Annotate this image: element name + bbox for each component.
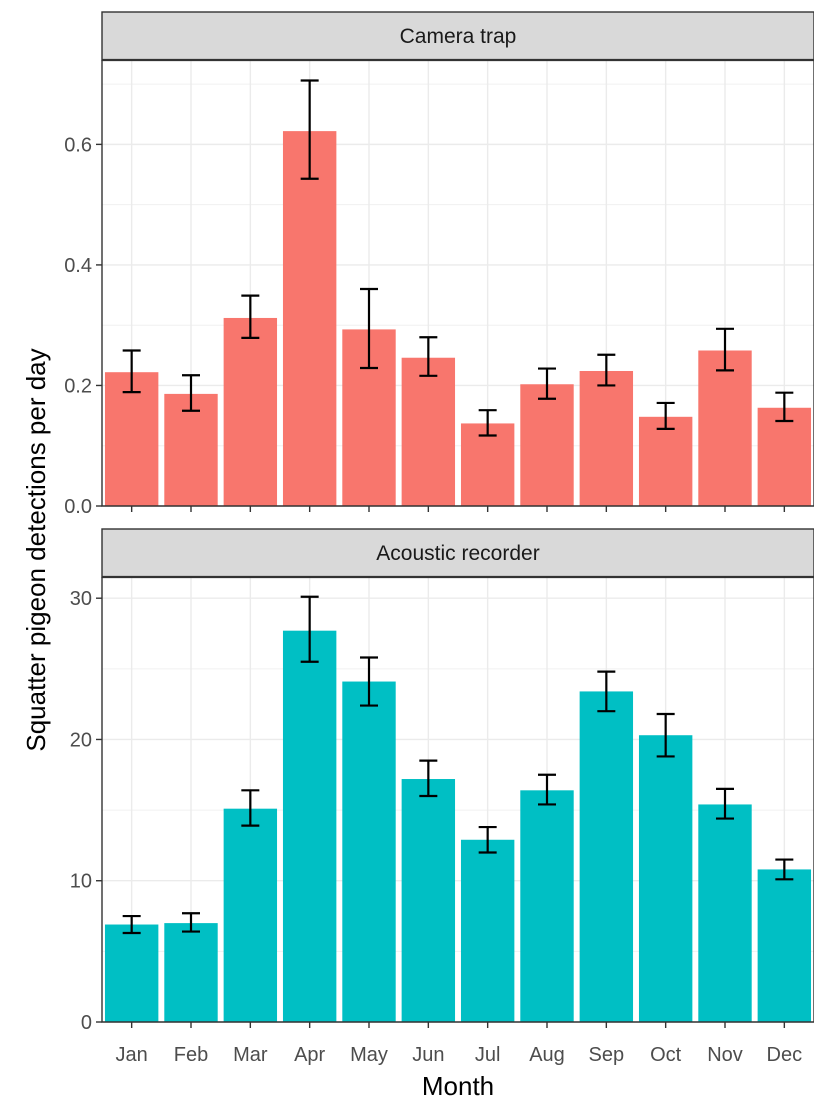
facet-strip <box>101 528 814 578</box>
error-bar <box>360 287 378 370</box>
error-bar <box>241 294 260 339</box>
bar <box>698 350 752 506</box>
bar <box>104 924 159 1022</box>
error-bar <box>122 349 141 394</box>
error-bar <box>122 914 141 935</box>
y-tick-label: 0 <box>81 1012 92 1034</box>
bar <box>460 423 515 506</box>
bar <box>223 317 278 506</box>
bar <box>579 370 634 506</box>
x-tick-label: Jun <box>412 1044 444 1066</box>
x-tick-label: Aug <box>529 1044 565 1066</box>
y-tick-label: 0.6 <box>64 134 92 156</box>
error-bar <box>478 409 497 437</box>
bar <box>104 372 159 506</box>
error-bar <box>775 391 794 423</box>
bar <box>164 923 218 1022</box>
y-tick-label: 0.0 <box>64 496 92 518</box>
x-tick-label: Sep <box>589 1044 625 1066</box>
x-tick-label: Jan <box>116 1044 148 1066</box>
error-bar <box>597 670 616 713</box>
panel-background <box>102 577 814 1022</box>
panel-border <box>101 60 814 507</box>
error-bar <box>360 656 378 707</box>
x-axis-title: Month <box>422 1071 494 1101</box>
error-bar <box>478 825 497 854</box>
bar <box>282 630 337 1022</box>
error-bar <box>300 595 319 663</box>
facet-strip-label: Camera trap <box>400 25 517 48</box>
error-bar <box>182 374 200 412</box>
panel-border <box>101 577 814 1023</box>
error-bar <box>716 787 734 820</box>
bar <box>223 808 278 1022</box>
bar <box>520 384 574 506</box>
y-tick-label: 0.4 <box>64 255 92 277</box>
bar <box>638 735 693 1022</box>
x-tick-label: May <box>350 1044 388 1066</box>
panel-background <box>102 60 814 506</box>
error-bar <box>716 327 734 372</box>
facet-strip <box>101 11 814 61</box>
error-bar <box>656 401 675 430</box>
error-bar <box>538 773 556 806</box>
y-tick-label: 20 <box>70 729 92 751</box>
bar <box>164 393 218 506</box>
bar <box>460 839 515 1022</box>
error-bar <box>419 336 438 377</box>
bar <box>520 790 574 1022</box>
bar <box>579 691 634 1022</box>
bar <box>698 804 752 1022</box>
facet-strip-label: Acoustic recorder <box>376 542 539 565</box>
bar <box>282 131 337 507</box>
y-axis-title: Squatter pigeon detections per day <box>21 348 51 751</box>
y-tick-label: 10 <box>70 871 92 893</box>
panel-2: Acoustic recorder 0 10 20 30 Jan Feb Mar Apr May J… <box>70 528 814 1066</box>
x-tick-label: Dec <box>767 1044 803 1066</box>
y-tick-label: 30 <box>70 588 92 610</box>
bar <box>757 869 812 1022</box>
error-bar <box>419 759 438 798</box>
x-tick-label: Oct <box>650 1044 682 1066</box>
error-bar <box>300 79 319 180</box>
error-bar <box>656 712 675 758</box>
x-tick-label: Apr <box>294 1044 325 1066</box>
error-bar <box>538 367 556 400</box>
bar <box>757 407 812 506</box>
panel-1: Camera trap 0.0 0.2 0.4 0.6 <box>64 11 814 518</box>
y-tick-label: 0.2 <box>64 375 92 397</box>
x-tick-label: Feb <box>174 1044 208 1066</box>
x-tick-label: Mar <box>233 1044 268 1066</box>
x-tick-label: Nov <box>707 1044 743 1066</box>
x-tick-label: Jul <box>475 1044 501 1066</box>
bar <box>638 416 693 506</box>
error-bar <box>182 912 200 933</box>
error-bar <box>597 353 616 387</box>
error-bar <box>775 858 794 881</box>
bar <box>401 779 456 1022</box>
bar <box>342 681 396 1022</box>
bar <box>401 357 456 506</box>
error-bar <box>241 789 260 827</box>
